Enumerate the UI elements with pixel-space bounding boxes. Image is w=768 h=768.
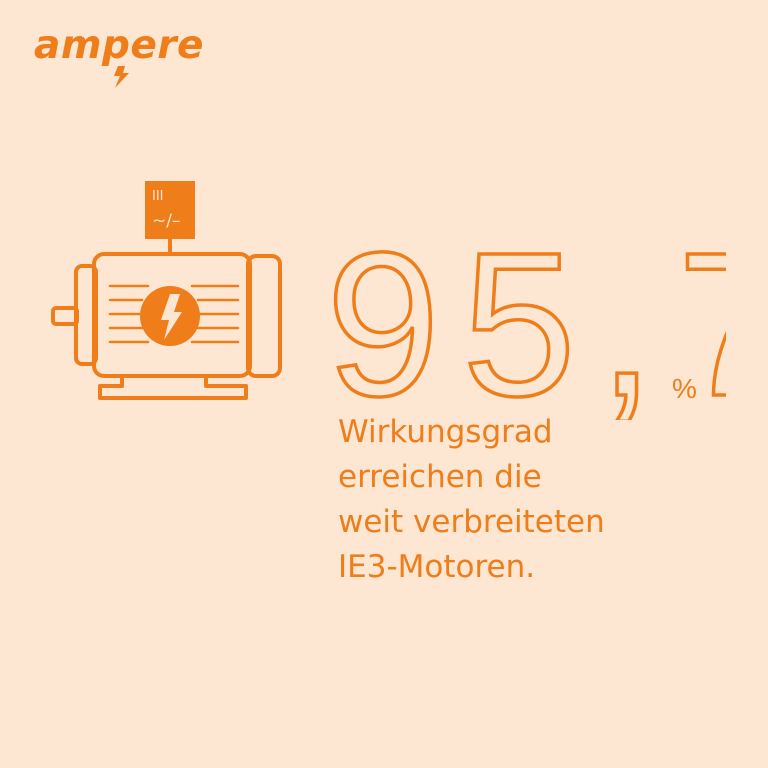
statistic-number: 95,7 — [326, 240, 726, 420]
motor-bolt-icon — [161, 294, 182, 340]
caption-line-4: IE3-Motoren. — [338, 549, 536, 585]
motor-feet — [98, 376, 248, 400]
caption-line-1: Wirkungsgrad — [338, 414, 553, 450]
statistic-unit: % — [672, 373, 697, 404]
terminal-box — [145, 181, 195, 239]
motor-front-cap — [246, 254, 282, 378]
caption-line-3: weit verbreiteten — [338, 504, 605, 540]
logo-wordmark: ampere — [34, 23, 205, 68]
terminal-box-line-1: III — [152, 189, 164, 204]
caption-line-2: erreichen die — [338, 459, 542, 495]
lightning-bolt-icon — [114, 66, 129, 88]
electric-motor-icon: III ~/– — [51, 181, 282, 400]
motor-shaft — [51, 306, 79, 326]
ampere-logo: ampere — [34, 22, 224, 92]
statistic-value: 95,7 % — [326, 240, 726, 420]
terminal-box-line-2: ~/– — [152, 211, 180, 231]
caption-text: Wirkungsgrad erreichen die weit verbreit… — [338, 410, 738, 590]
